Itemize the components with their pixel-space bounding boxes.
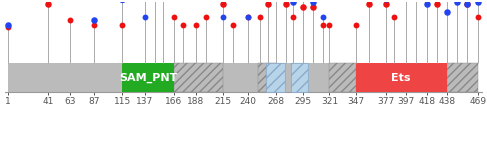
Point	[170, 16, 178, 18]
Point	[264, 3, 272, 5]
Point	[289, 0, 297, 3]
Point	[423, 3, 431, 5]
Point	[319, 24, 327, 26]
Bar	[266, 63, 285, 92]
Point	[365, 3, 373, 5]
Bar	[8, 63, 478, 92]
Point	[202, 16, 210, 18]
Point	[44, 3, 52, 5]
Point	[390, 16, 397, 18]
Bar	[174, 63, 223, 92]
Point	[66, 18, 74, 21]
Point	[91, 24, 98, 26]
Point	[325, 24, 333, 26]
Bar	[266, 63, 285, 92]
Point	[118, 24, 126, 26]
Point	[352, 24, 359, 26]
Point	[4, 24, 12, 26]
Point	[256, 16, 264, 18]
Point	[282, 3, 290, 5]
Point	[433, 3, 441, 5]
Point	[91, 18, 98, 21]
Bar	[291, 63, 308, 92]
Point	[309, 0, 317, 3]
Bar	[291, 63, 308, 92]
Point	[192, 24, 200, 26]
Point	[453, 0, 461, 3]
Point	[219, 16, 227, 18]
Point	[319, 16, 327, 18]
Point	[463, 3, 471, 5]
Point	[229, 24, 237, 26]
Point	[474, 0, 482, 3]
Point	[179, 24, 187, 26]
Point	[141, 16, 149, 18]
Point	[244, 16, 252, 18]
Point	[382, 3, 390, 5]
Point	[219, 3, 227, 5]
Bar	[258, 63, 276, 92]
Point	[4, 26, 12, 29]
Point	[463, 3, 471, 5]
Point	[289, 16, 297, 18]
Point	[309, 5, 317, 8]
Point	[244, 16, 252, 18]
Bar	[122, 63, 174, 92]
Bar	[356, 63, 447, 92]
Text: SAM_PNT: SAM_PNT	[119, 73, 177, 83]
Bar	[447, 63, 478, 92]
Point	[474, 16, 482, 18]
Point	[443, 11, 451, 13]
Point	[300, 5, 307, 8]
Bar	[329, 63, 356, 92]
Text: Ets: Ets	[392, 73, 411, 83]
